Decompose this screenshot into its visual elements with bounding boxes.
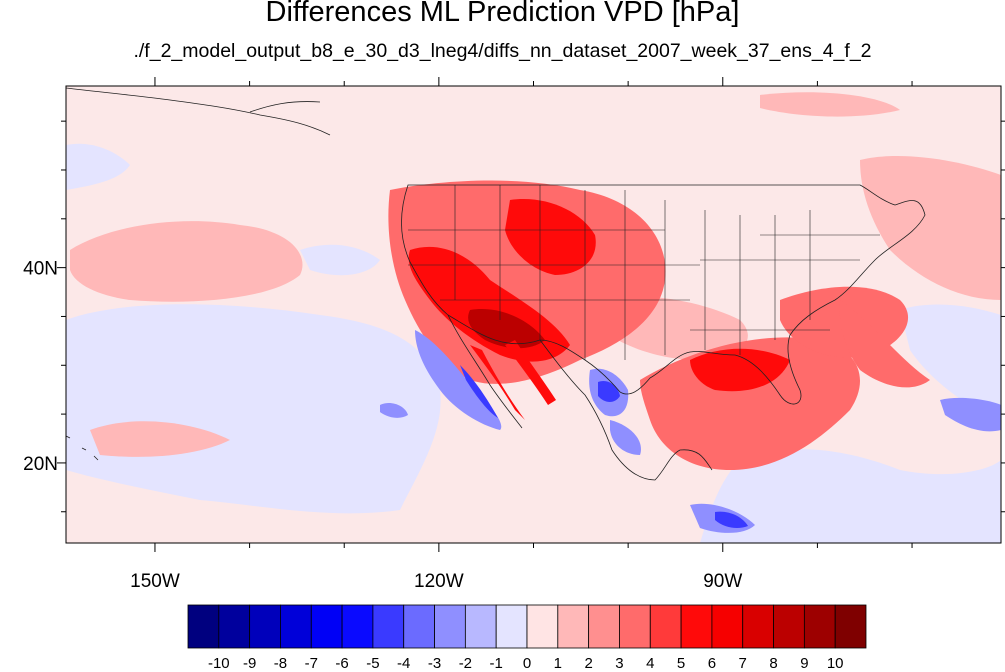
colorbar-swatch (187, 604, 220, 649)
colorbar-level-label: 5 (677, 655, 685, 672)
colorbar-level-label: 3 (615, 655, 623, 672)
colorbar-level-label: -6 (335, 655, 348, 672)
colorbar-level-label: 2 (584, 655, 592, 672)
us-outline (401, 184, 926, 405)
colorbar-level-label: 1 (554, 655, 562, 672)
colorbar-swatch (557, 604, 590, 649)
colorbar-level-label: -9 (243, 655, 256, 672)
colorbar-level-label: 6 (708, 655, 716, 672)
colorbar-swatch (280, 604, 312, 649)
colorbar-swatch (310, 604, 343, 649)
colorbar-swatch (711, 604, 744, 649)
colorbar-level-label: -5 (366, 655, 379, 672)
colorbar-swatch (773, 604, 805, 649)
lon-tick-label: 150W (130, 571, 180, 592)
colorbar-level-label: 9 (800, 655, 808, 672)
latitude-labels: 40N 20N (23, 259, 58, 475)
colorbar-swatch (372, 604, 405, 649)
colorbar-swatch (742, 604, 774, 649)
strong-positive-anomaly-regions (408, 199, 790, 392)
strong-negative-anomaly-regions (460, 365, 748, 528)
colorbar-level-label: -7 (305, 655, 318, 672)
map-subtitle: ./f_2_model_output_b8_e_30_d3_lneg4/diff… (133, 40, 872, 62)
colorbar-level-label: -4 (397, 655, 410, 672)
colorbar-labels: -10 -9 -8 -7 -6 -5 -4 -3 -2 -1 0 1 2 3 4 5 6 7 8 9 10 (208, 655, 844, 672)
colorbar-level-label: -8 (274, 655, 287, 672)
longitude-labels: 150W 120W 90W (130, 571, 742, 592)
map-plot-area (66, 86, 1001, 543)
colorbar-level-label: -3 (428, 655, 441, 672)
colorbar-swatch (403, 604, 435, 649)
lat-tick-label: 40N (23, 259, 58, 280)
canada-alaska-coast (66, 87, 331, 136)
colorbar-swatch (588, 604, 620, 649)
colorbar-swatch (619, 604, 651, 649)
state-lines (408, 185, 880, 360)
colorbar-level-label: 4 (646, 655, 654, 672)
colorbar-level-label: 7 (739, 655, 747, 672)
colorbar-swatch (834, 604, 867, 649)
lon-tick-label: 120W (414, 571, 464, 592)
colorbar-swatch (680, 604, 713, 649)
colorbar-level-label: -10 (208, 655, 230, 672)
colorbar-swatch (464, 604, 497, 649)
colorbar-swatch (249, 604, 281, 649)
colorbar-swatch (341, 604, 374, 649)
colorbar-swatch (649, 604, 682, 649)
colorbar-level-label: -2 (459, 655, 472, 672)
hawaii-islands (66, 435, 99, 461)
colorbar-swatch (526, 604, 559, 649)
axis-ticks (57, 77, 1005, 552)
colorbar-level-label: 10 (827, 655, 844, 672)
colorbar-swatch (495, 604, 528, 649)
colorbar (187, 604, 867, 649)
mexico-outline (447, 314, 713, 481)
lon-tick-label: 90W (703, 571, 742, 592)
negative-anomaly-light-regions (66, 143, 1001, 543)
colorbar-level-label: -1 (490, 655, 503, 672)
political-boundaries (66, 87, 926, 481)
colorbar-swatch (434, 604, 466, 649)
map-title: Differences ML Prediction VPD [hPa] (265, 0, 740, 28)
colorbar-swatch (218, 604, 251, 649)
lat-tick-label: 20N (23, 454, 58, 475)
baja-anomaly-streaks (470, 340, 556, 420)
colorbar-swatch (803, 604, 836, 649)
colorbar-level-label: 8 (769, 655, 777, 672)
colorbar-level-label: 0 (523, 655, 531, 672)
